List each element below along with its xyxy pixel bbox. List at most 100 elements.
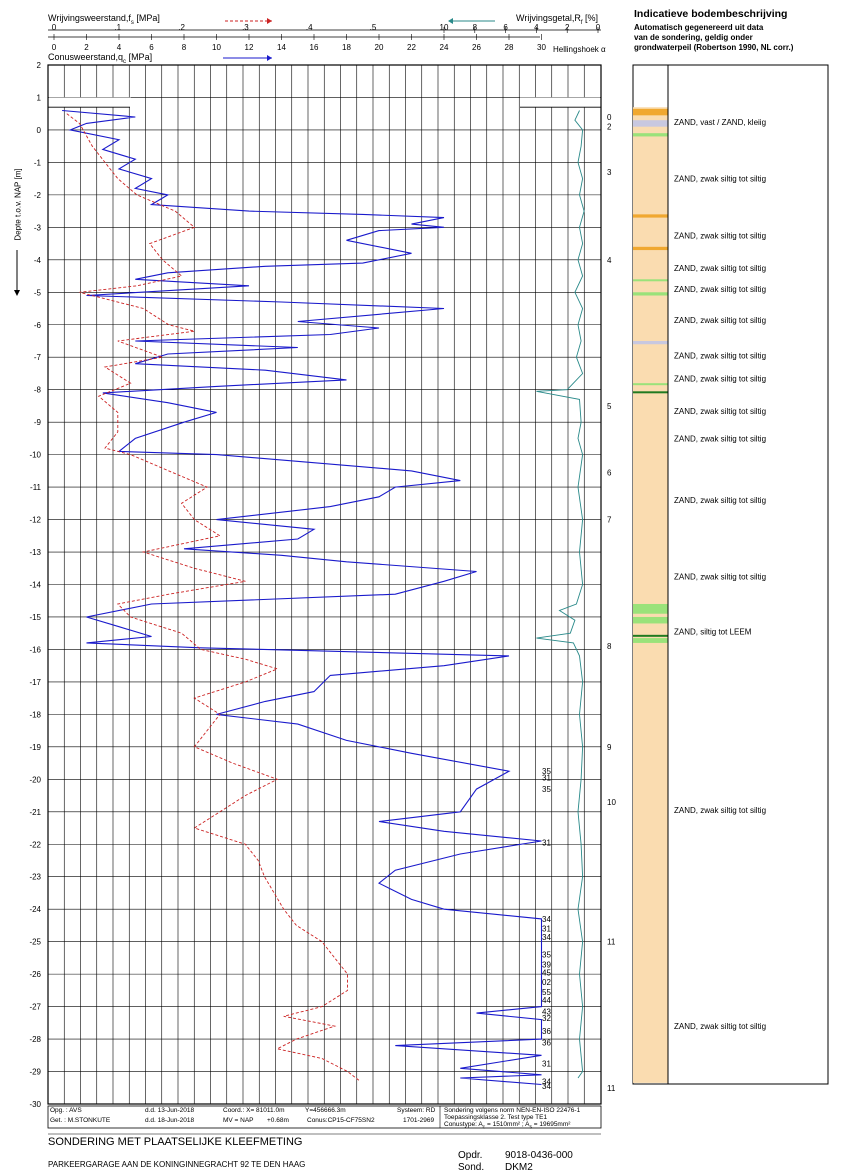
depth-tick-label: -14 [29,581,41,590]
offscale-value-label: 35 [542,785,551,794]
friction-tick-label: 0 [52,23,57,32]
inclination-label: 5 [607,402,612,411]
depth-tick-label: -28 [29,1035,41,1044]
legend-band [633,120,668,127]
legend-band [633,340,668,345]
soil-layer-label: ZAND, zwak siltig tot siltig [674,352,766,361]
depth-tick-label: -3 [34,223,42,232]
ratio-tick-label: 4 [534,23,539,32]
cone-tick-label: 16 [310,43,319,52]
offscale-value-label: 44 [542,996,551,1005]
offscale-value-label: 55 [542,988,551,997]
legend-band [633,246,668,251]
depth-tick-label: -12 [29,516,41,525]
legend-band [633,214,668,218]
surface-box-left [49,97,131,108]
depth-tick-label: -20 [29,775,41,784]
friction-tick-label: .4 [306,23,313,32]
sond-value: DKM2 [505,1162,533,1173]
inclination-label: 3 [607,168,612,177]
legend-band [633,638,668,643]
ratio-tick-label: 6 [503,23,508,32]
soil-layer-label: ZAND, siltig tot LEEM [674,628,752,637]
depth-tick-label: -30 [29,1100,41,1109]
soil-layer-label: ZAND, zwak siltig tot siltig [674,316,766,325]
soil-layer-label: ZAND, zwak siltig tot siltig [674,175,766,184]
depth-axis-title: Depte t.o.v. NAP [m] [13,168,23,241]
depth-tick-label: 0 [37,126,42,135]
depth-tick-label: 1 [37,93,42,102]
depth-tick-label: -18 [29,710,41,719]
depth-tick-label: -19 [29,743,41,752]
depth-tick-label: -2 [34,191,42,200]
depth-tick-label: -1 [34,158,42,167]
legend-band [633,603,668,614]
soil-description-title: Indicatieve bodembeschrijving [634,8,788,20]
soil-layer-label: ZAND, zwak siltig tot siltig [674,806,766,815]
series-line-ratio [536,110,585,1079]
cone-tick-label: 30 [537,43,546,52]
inclination-label: 9 [607,743,612,752]
series-line-friction [66,113,361,1082]
depth-tick-label: -17 [29,678,41,687]
friction-legend-arrow [267,18,272,24]
cone-tick-label: 6 [149,43,154,52]
friction-tick-label: .5 [370,23,377,32]
soil-layer-label: ZAND, zwak siltig tot siltig [674,496,766,505]
soil-description-subtitle: Automatisch gegenereerd uit data van de … [634,23,794,52]
cone-tick-label: 14 [277,43,286,52]
soil-description-header: Indicatieve bodembeschrijving Automatisc… [634,8,839,53]
series-line-cone [62,109,543,1086]
info-box-frame [47,1105,602,1129]
offscale-value-label: 36 [542,1038,551,1047]
offscale-value-label: 32 [542,1014,551,1023]
legend-band [633,616,668,624]
offscale-value-label: 35 [542,767,551,776]
cone-tick-label: 18 [342,43,351,52]
info-box: Opg. : AVS Get. : M.STONKUTE d.d. 13-Jun… [50,1107,581,1131]
legend-band [633,133,668,137]
soil-layer-label: ZAND, zwak siltig tot siltig [674,407,766,416]
offscale-value-label: 34 [542,915,551,924]
depth-tick-label: -21 [29,808,41,817]
depth-tick-label: 2 [37,61,42,70]
ratio-tick-label: 0 [596,23,601,32]
offscale-value-label: 34 [542,1082,551,1091]
sond-label: Sond. [458,1162,485,1173]
cone-tick-label: 10 [212,43,221,52]
cone-tick-label: 0 [52,43,57,52]
inclination-label: 6 [607,468,612,477]
depth-tick-label: -22 [29,840,41,849]
cone-tick-label: 4 [117,43,122,52]
surface-box-right [520,97,600,108]
inclination-label: 7 [607,516,612,525]
legend-band [633,108,668,116]
cone-tick-label: 26 [472,43,481,52]
inclination-axis-title: Hellingshoek α [553,45,606,54]
soil-layer-label: ZAND, zwak siltig tot siltig [674,231,766,240]
depth-tick-label: -13 [29,548,41,557]
cone-tick-label: 22 [407,43,416,52]
inclination-label: 10 [607,798,616,807]
opdr-value: 9018-0436-000 [505,1150,573,1161]
legend-sand-fill [633,107,668,1083]
offscale-value-label: 31 [542,774,551,783]
chart-labels: 210-1-2-3-4-5-6-7-8-9-10-11-12-13-14-15-… [29,61,616,1109]
soil-layer-label: ZAND, zwak siltig tot siltig [674,264,766,273]
soil-legend-column: ZAND, vast / ZAND, kleiig ZAND, zwak silt… [632,64,829,1085]
opdr-label: Opdr. [458,1150,483,1161]
ratio-tick-label: 10 [440,23,449,32]
depth-tick-label: -9 [34,418,42,427]
depth-tick-label: -11 [30,483,42,492]
legend-band [633,383,668,386]
ratio-tick-label: 8 [473,23,478,32]
friction-tick-label: .2 [178,23,185,32]
chart-series [62,109,585,1086]
offscale-value-label: 36 [542,1027,551,1036]
offscale-value-label: 45 [542,969,551,978]
depth-tick-label: -8 [34,386,42,395]
friction-axis-title: Wrijvingsweerstand,fs [MPa] [48,13,160,26]
soil-layer-label: ZAND, zwak siltig tot siltig [674,1022,766,1031]
cone-tick-label: 8 [182,43,187,52]
offscale-value-label: 31 [542,839,551,848]
